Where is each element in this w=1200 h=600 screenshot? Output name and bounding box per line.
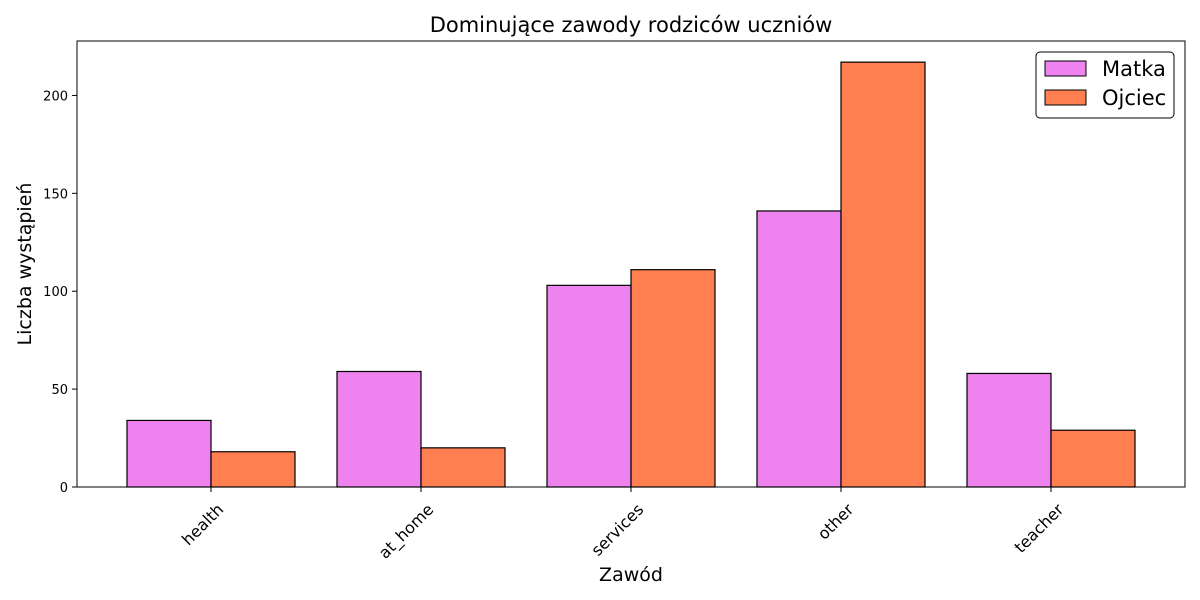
legend: Matka Ojciec <box>1035 51 1175 119</box>
bar-ojciec-other <box>840 61 926 488</box>
x-tick-label-teacher: teacher <box>1011 500 1068 557</box>
bars-group <box>126 61 1136 488</box>
legend-label-ojciec: Ojciec <box>1102 86 1166 110</box>
y-axis-ticks: 0 50 100 150 200 <box>43 89 77 496</box>
chart-title: Dominujące zawody rodziców uczniów <box>430 13 833 37</box>
y-tick-label: 150 <box>43 187 68 202</box>
legend-label-matka: Matka <box>1102 57 1166 81</box>
x-tick-label-services: services <box>587 500 647 560</box>
x-tick-label-at_home: at_home <box>375 500 438 563</box>
bar-matka-services <box>546 284 632 488</box>
y-tick-label: 100 <box>43 285 68 300</box>
x-axis-ticks: health at_home services other teacher <box>178 487 1068 563</box>
bar-matka-teacher <box>966 372 1052 488</box>
bar-ojciec-services <box>630 269 716 488</box>
x-tick-label-other: other <box>814 500 858 544</box>
legend-swatch-matka <box>1044 60 1087 77</box>
bar-ojciec-health <box>210 451 296 488</box>
x-axis-label: Zawód <box>599 564 663 586</box>
legend-swatch-ojciec <box>1044 89 1087 106</box>
y-axis-label: Liczba wystąpień <box>14 183 36 346</box>
y-tick-label: 0 <box>60 481 68 496</box>
y-tick-label: 50 <box>51 383 68 398</box>
bar-matka-other <box>756 210 842 488</box>
x-tick-label-health: health <box>178 500 227 549</box>
bar-matka-at_home <box>336 370 422 488</box>
y-tick-label: 200 <box>43 89 68 104</box>
bar-ojciec-at_home <box>420 447 506 488</box>
bar-ojciec-teacher <box>1050 429 1136 488</box>
bar-matka-health <box>126 419 212 488</box>
